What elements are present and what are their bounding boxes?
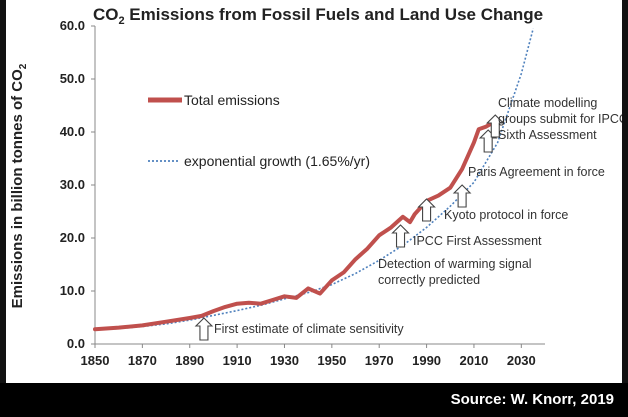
source-credit: Source: W. Knorr, 2019	[450, 391, 614, 408]
chart-title: CO2 Emissions from Fossil Fuels and Land…	[93, 5, 543, 27]
x-tick-label: 1910	[223, 353, 252, 368]
y-tick-label: 60.0	[60, 18, 85, 33]
y-axis-title-main: Emissions in billion tonnes of CO	[9, 69, 26, 309]
first-estimate-label-line: First estimate of climate sensitivity	[214, 322, 404, 336]
ipcc-sixth-label-line: Climate modelling	[498, 96, 597, 110]
chart-title-suffix: Emissions from Fossil Fuels and Land Use…	[125, 5, 543, 24]
first-estimate-arrow	[194, 317, 214, 341]
y-tick-label: 50.0	[60, 71, 85, 86]
ipcc-sixth-label: Climate modelling groups submit for IPCC S…	[498, 96, 628, 142]
right-edge	[622, 0, 628, 383]
exponential-growth-line	[94, 28, 534, 331]
ipcc-sixth-arrow	[485, 114, 505, 138]
x-tick-label: 1850	[81, 353, 110, 368]
y-tick-label: 0.0	[67, 336, 85, 351]
chart-titles: CO2 Emissions from Fossil Fuels and Land…	[9, 5, 543, 308]
paris-label-line: Paris Agreement in force	[468, 165, 605, 179]
detection-label: Detection of warming signal correctly pre…	[378, 257, 532, 287]
paris-label: Paris Agreement in force	[468, 165, 605, 179]
ipcc-first-arrow	[417, 198, 436, 222]
x-tick-label: 2030	[507, 353, 536, 368]
detection-label-line: correctly predicted	[378, 273, 480, 287]
x-tick-label: 1990	[412, 353, 441, 368]
detection-label-line: Detection of warming signal	[378, 257, 532, 271]
left-edge	[0, 0, 6, 383]
ipcc-sixth-label-line: groups submit for IPCC	[498, 112, 628, 126]
footer-bar: Source: W. Knorr, 2019	[0, 383, 628, 417]
detection-arrow	[391, 224, 410, 248]
ipcc-first-label-line: IPCC First Assessment	[413, 234, 542, 248]
y-axis-title-subscript: 2	[18, 63, 29, 69]
x-tick-label: 1890	[175, 353, 204, 368]
y-tick-label: 30.0	[60, 177, 85, 192]
chart-annotations: First estimate of climate sensitivity Det…	[194, 96, 628, 341]
chart-legend: Total emissions exponential growth (1.65%…	[148, 92, 370, 169]
legend-label-total: Total emissions	[184, 92, 280, 108]
y-tick-label: 40.0	[60, 124, 85, 139]
legend-label-exponential: exponential growth (1.65%/yr)	[184, 153, 370, 169]
y-tick-label: 20.0	[60, 230, 85, 245]
y-axis-title: Emissions in billion tonnes of CO2	[9, 63, 29, 308]
first-estimate-label: First estimate of climate sensitivity	[214, 322, 404, 336]
chart: 0.0 10.0 20.0 30.0 40.0 50.0 60.0 1850 1870 1890 1…	[9, 5, 628, 368]
chart-axes: 0.0 10.0 20.0 30.0 40.0 50.0 60.0 1850 1870 1890 1…	[60, 18, 545, 368]
ipcc-sixth-label-line: Sixth Assessment	[498, 128, 597, 142]
x-tick-label: 1950	[317, 353, 346, 368]
x-tick-label: 1870	[128, 353, 157, 368]
x-tick-label: 1930	[270, 353, 299, 368]
kyoto-label: Kyoto protocol in force	[444, 208, 568, 222]
chart-title-subscript: 2	[118, 15, 124, 27]
kyoto-label-line: Kyoto protocol in force	[444, 208, 568, 222]
kyoto-arrow	[452, 184, 472, 208]
chart-title-prefix: CO	[93, 5, 119, 24]
total-emissions-line	[93, 119, 498, 332]
y-tick-label: 10.0	[60, 283, 85, 298]
chart-series	[93, 28, 534, 332]
x-tick-label: 1970	[365, 353, 394, 368]
ipcc-first-label: IPCC First Assessment	[413, 234, 542, 248]
x-tick-label: 2010	[459, 353, 488, 368]
